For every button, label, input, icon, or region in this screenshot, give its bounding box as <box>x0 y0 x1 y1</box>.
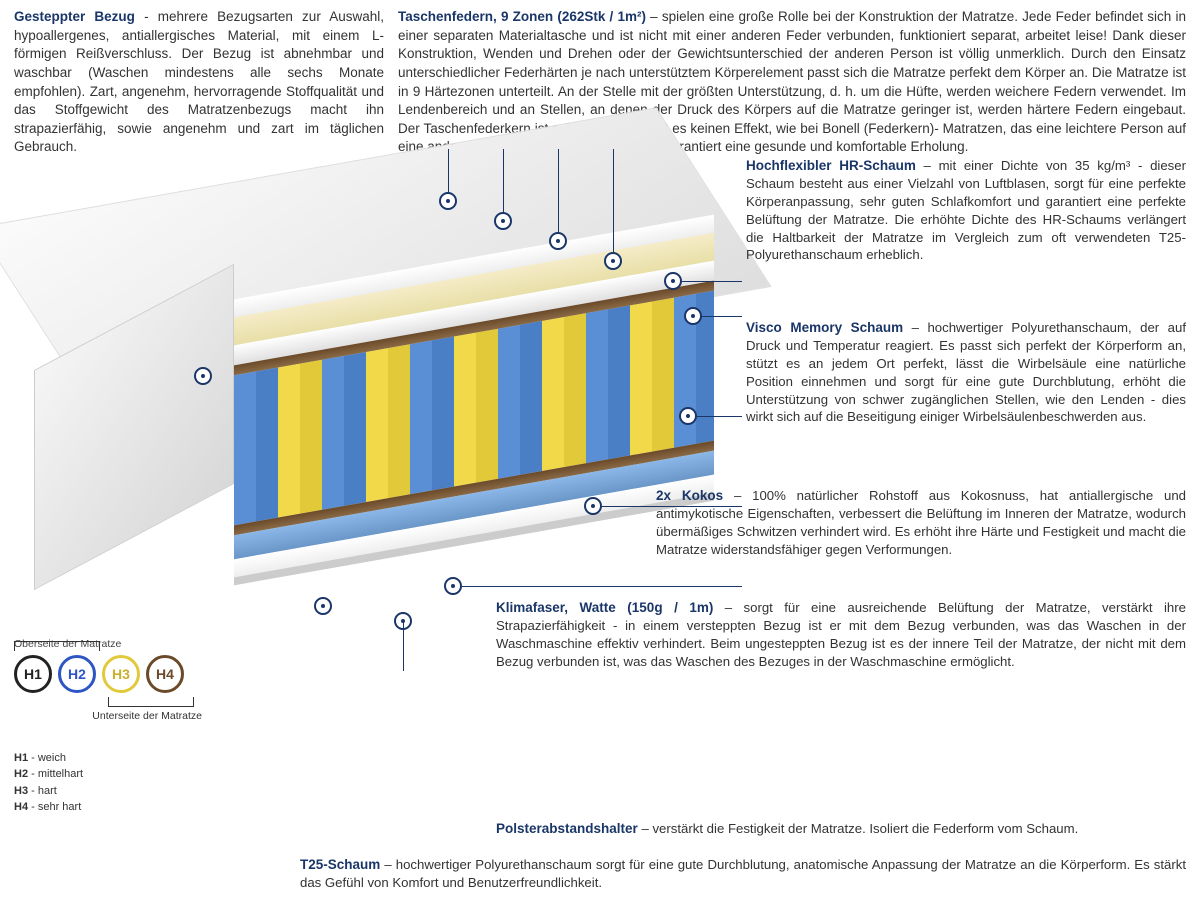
title-federn: Taschenfedern, 9 Zonen (262Stk / 1m²) <box>398 9 646 24</box>
legend-h2: H2 <box>58 655 96 693</box>
section-bezug: Gesteppter Bezug - mehrere Bezugsarten z… <box>14 8 384 157</box>
section-kokos: 2x Kokos – 100% natürlicher Rohstoff aus… <box>656 487 1186 559</box>
text-polster: – verstärkt die Festigkeit der Matratze.… <box>638 821 1078 836</box>
title-polster: Polsterabstandshalter <box>496 821 638 836</box>
legend-definitions: H1 - weich H2 - mittelhart H3 - hart H4 … <box>14 750 244 816</box>
legend-h1: H1 <box>14 655 52 693</box>
marker-polster-icon <box>444 577 462 595</box>
legend-h3: H3 <box>102 655 140 693</box>
legend-def-row: H3 - hart <box>14 783 244 800</box>
marker-federn1-icon <box>439 192 457 210</box>
legend-def-code: H1 <box>14 752 28 764</box>
text-kokos: – 100% natürlicher Rohstoff aus Kokosnus… <box>656 488 1186 557</box>
title-klima: Klimafaser, Watte (150g / 1m) <box>496 600 713 615</box>
legend-h4: H4 <box>146 655 184 693</box>
legend-def-label: hart <box>38 785 57 797</box>
middle-area: Hochflexibler HR-Schaum – mit einer Dich… <box>0 157 1200 687</box>
text-visco: – hochwertiger Polyurethanschaum, der au… <box>746 320 1186 424</box>
legend-def-label: weich <box>38 752 66 764</box>
leader-line <box>558 149 559 233</box>
legend-def-row: H1 - weich <box>14 750 244 767</box>
leader-line <box>462 586 742 587</box>
marker-klima-icon <box>584 497 602 515</box>
legend-def-code: H3 <box>14 785 28 797</box>
legend-def-code: H2 <box>14 768 28 780</box>
section-hr: Hochflexibler HR-Schaum – mit einer Dich… <box>746 157 1186 264</box>
legend-def-row: H2 - mittelhart <box>14 766 244 783</box>
title-kokos: 2x Kokos <box>656 488 723 503</box>
marker-federn3-icon <box>549 232 567 250</box>
title-hr: Hochflexibler HR-Schaum <box>746 158 916 173</box>
title-t25: T25-Schaum <box>300 857 380 872</box>
leader-line <box>697 416 742 417</box>
text-t25: – hochwertiger Polyurethanschaum sorgt f… <box>300 857 1186 890</box>
marker-cover-icon <box>314 597 332 615</box>
text-bezug: - mehrere Bezugsarten zur Auswahl, hypoa… <box>14 9 384 154</box>
section-visco: Visco Memory Schaum – hochwertiger Polyu… <box>746 319 1186 426</box>
legend-def-row: H4 - sehr hart <box>14 799 244 816</box>
legend-def-label: mittelhart <box>38 768 83 780</box>
legend-circles: H1 H2 H3 H4 <box>14 655 244 693</box>
section-polster: Polsterabstandshalter – verstärkt die Fe… <box>496 820 1186 838</box>
marker-bezug-icon <box>194 367 212 385</box>
marker-kokos-icon <box>679 407 697 425</box>
leader-line <box>613 149 614 253</box>
marker-hr-icon <box>664 272 682 290</box>
title-bezug: Gesteppter Bezug <box>14 9 135 24</box>
leader-line <box>682 281 742 282</box>
hardness-legend: Oberseite der Matratze H1 H2 H3 H4 Unter… <box>14 637 244 816</box>
marker-visco-icon <box>684 307 702 325</box>
section-t25: T25-Schaum – hochwertiger Polyurethansch… <box>300 856 1186 892</box>
title-visco: Visco Memory Schaum <box>746 320 903 335</box>
legend-def-code: H4 <box>14 801 28 813</box>
bracket-bottom-icon <box>108 697 194 707</box>
marker-federn2-icon <box>494 212 512 230</box>
leader-line <box>448 149 449 193</box>
text-hr: – mit einer Dichte von 35 kg/m³ - dieser… <box>746 158 1186 262</box>
legend-def-label: sehr hart <box>38 801 81 813</box>
bracket-top-icon <box>14 641 100 651</box>
legend-bottom-label: Unterseite der Matratze <box>14 709 202 723</box>
marker-federn4-icon <box>604 252 622 270</box>
leader-line <box>403 621 404 671</box>
leader-line <box>702 316 742 317</box>
section-klima: Klimafaser, Watte (150g / 1m) – sorgt fü… <box>496 599 1186 671</box>
leader-line <box>503 149 504 213</box>
